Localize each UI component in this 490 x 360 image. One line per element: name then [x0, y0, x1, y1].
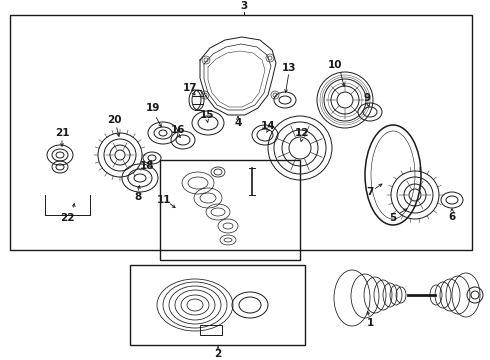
Text: 15: 15 — [200, 110, 214, 120]
Text: 1: 1 — [367, 318, 374, 328]
Bar — [10, 15, 472, 250]
Text: 21: 21 — [55, 128, 69, 138]
Text: 20: 20 — [107, 115, 121, 125]
Text: 16: 16 — [171, 125, 185, 135]
Text: 4: 4 — [234, 118, 242, 128]
Text: 19: 19 — [146, 103, 160, 113]
Text: 12: 12 — [295, 128, 309, 138]
Text: 11: 11 — [157, 195, 171, 205]
Bar — [160, 160, 300, 260]
Text: 13: 13 — [282, 63, 296, 73]
Text: 9: 9 — [364, 93, 370, 103]
Bar — [200, 325, 222, 335]
Text: 5: 5 — [390, 213, 396, 223]
Text: 18: 18 — [140, 161, 154, 171]
Text: 3: 3 — [241, 1, 247, 11]
Text: 6: 6 — [448, 212, 456, 222]
Text: 8: 8 — [134, 192, 142, 202]
Text: 17: 17 — [183, 83, 197, 93]
Text: 14: 14 — [261, 121, 275, 131]
Bar — [130, 265, 305, 345]
Text: 10: 10 — [328, 60, 342, 70]
Text: 2: 2 — [215, 349, 221, 359]
Text: 7: 7 — [367, 187, 374, 197]
Text: 22: 22 — [60, 213, 74, 223]
